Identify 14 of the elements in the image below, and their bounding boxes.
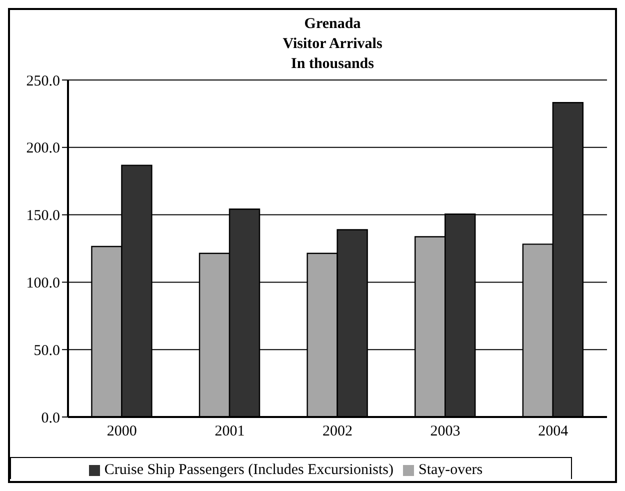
x-tick-label: 2003 <box>430 424 460 440</box>
y-tick-label: 50.0 <box>34 342 60 359</box>
x-tick-label: 2001 <box>214 424 245 440</box>
legend-label: Stay-overs <box>418 462 483 478</box>
y-tick-label: 250.0 <box>26 73 60 90</box>
y-tick-label: 200.0 <box>26 140 60 157</box>
chart-title: Grenada Visitor Arrivals In thousands <box>282 15 384 74</box>
y-tick-label: 150.0 <box>26 208 60 224</box>
x-tick-label: 2000 <box>106 424 137 440</box>
y-tick-label: 0.0 <box>41 410 60 426</box>
y-tick-label: 100.0 <box>26 276 60 292</box>
x-tick-label: 2002 <box>322 424 352 440</box>
x-tick-label: 2004 <box>538 424 569 440</box>
legend-label: Cruise Ship Passengers (Includes Excursionists) <box>104 462 394 478</box>
